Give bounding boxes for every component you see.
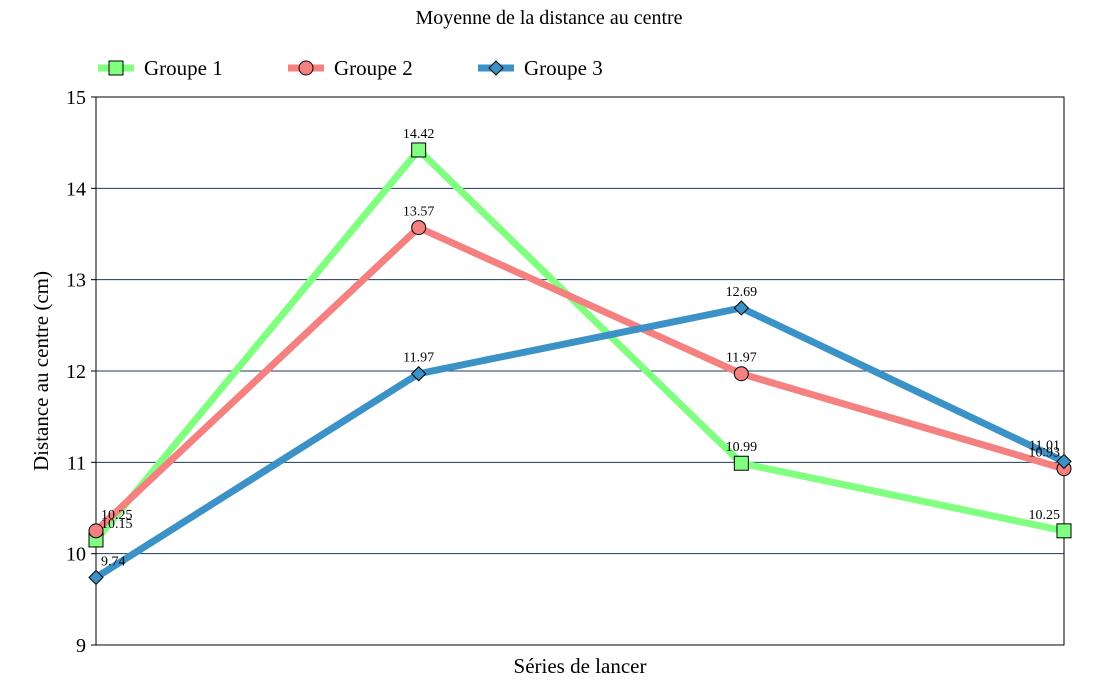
data-label: 10.25 bbox=[101, 508, 133, 523]
data-point bbox=[298, 60, 314, 76]
data-point bbox=[733, 455, 749, 471]
data-label: 9.74 bbox=[101, 554, 126, 569]
data-point bbox=[88, 523, 104, 539]
data-label: 11.01 bbox=[1029, 438, 1060, 453]
series-line bbox=[93, 144, 1065, 543]
chart-title: Moyenne de la distance au centre bbox=[415, 7, 682, 29]
data-label: 14.42 bbox=[403, 127, 435, 142]
legend-label: Groupe 2 bbox=[334, 56, 413, 80]
data-point bbox=[1056, 453, 1072, 470]
series-line bbox=[93, 223, 1065, 534]
data-point bbox=[108, 60, 124, 76]
data-label: 13.57 bbox=[403, 205, 435, 220]
data-labels: 10.15 14.42 10.99 10.25 10.25 13.57 11.97 10.93… bbox=[101, 127, 1060, 569]
series-3 bbox=[88, 300, 1072, 586]
y-tick-label: 14 bbox=[66, 178, 86, 200]
data-label: 10.93 bbox=[1029, 446, 1061, 461]
y-tick-label: 12 bbox=[66, 361, 86, 383]
series-line bbox=[94, 304, 1066, 581]
data-point bbox=[411, 142, 427, 158]
x-axis-title: Séries de lancer bbox=[514, 654, 647, 678]
data-label: 11.97 bbox=[726, 351, 757, 366]
data-point bbox=[410, 366, 427, 382]
y-tick-label: 11 bbox=[67, 452, 86, 474]
data-label: 10.15 bbox=[101, 517, 133, 532]
legend-item: Groupe 2 bbox=[288, 56, 413, 80]
y-tick-label: 13 bbox=[66, 270, 86, 292]
data-label: 10.99 bbox=[726, 440, 758, 455]
data-label: 10.25 bbox=[1029, 508, 1061, 523]
legend: Groupe 1 Groupe 2 Groupe 3 bbox=[98, 56, 603, 80]
data-point bbox=[1056, 523, 1072, 539]
gridlines bbox=[96, 187, 1064, 555]
y-tick-label: 9 bbox=[76, 635, 86, 657]
data-point bbox=[488, 60, 504, 76]
legend-item: Groupe 1 bbox=[98, 56, 223, 80]
series-lines bbox=[88, 142, 1072, 586]
data-label: 11.97 bbox=[403, 351, 434, 366]
legend-label: Groupe 1 bbox=[144, 56, 223, 80]
y-tick-label: 10 bbox=[66, 544, 86, 566]
data-point bbox=[733, 366, 749, 382]
data-label: 12.69 bbox=[726, 285, 758, 300]
y-tick-label: 15 bbox=[66, 87, 86, 109]
y-axis-ticks: 9 10 11 12 13 14 15 bbox=[66, 87, 96, 657]
legend-item: Groupe 3 bbox=[478, 56, 603, 80]
data-point bbox=[733, 300, 750, 316]
data-point bbox=[411, 220, 427, 236]
data-point bbox=[88, 569, 104, 586]
y-axis-title: Distance au centre (cm) bbox=[29, 271, 53, 471]
series-2 bbox=[88, 220, 1072, 539]
legend-label: Groupe 3 bbox=[524, 56, 603, 80]
